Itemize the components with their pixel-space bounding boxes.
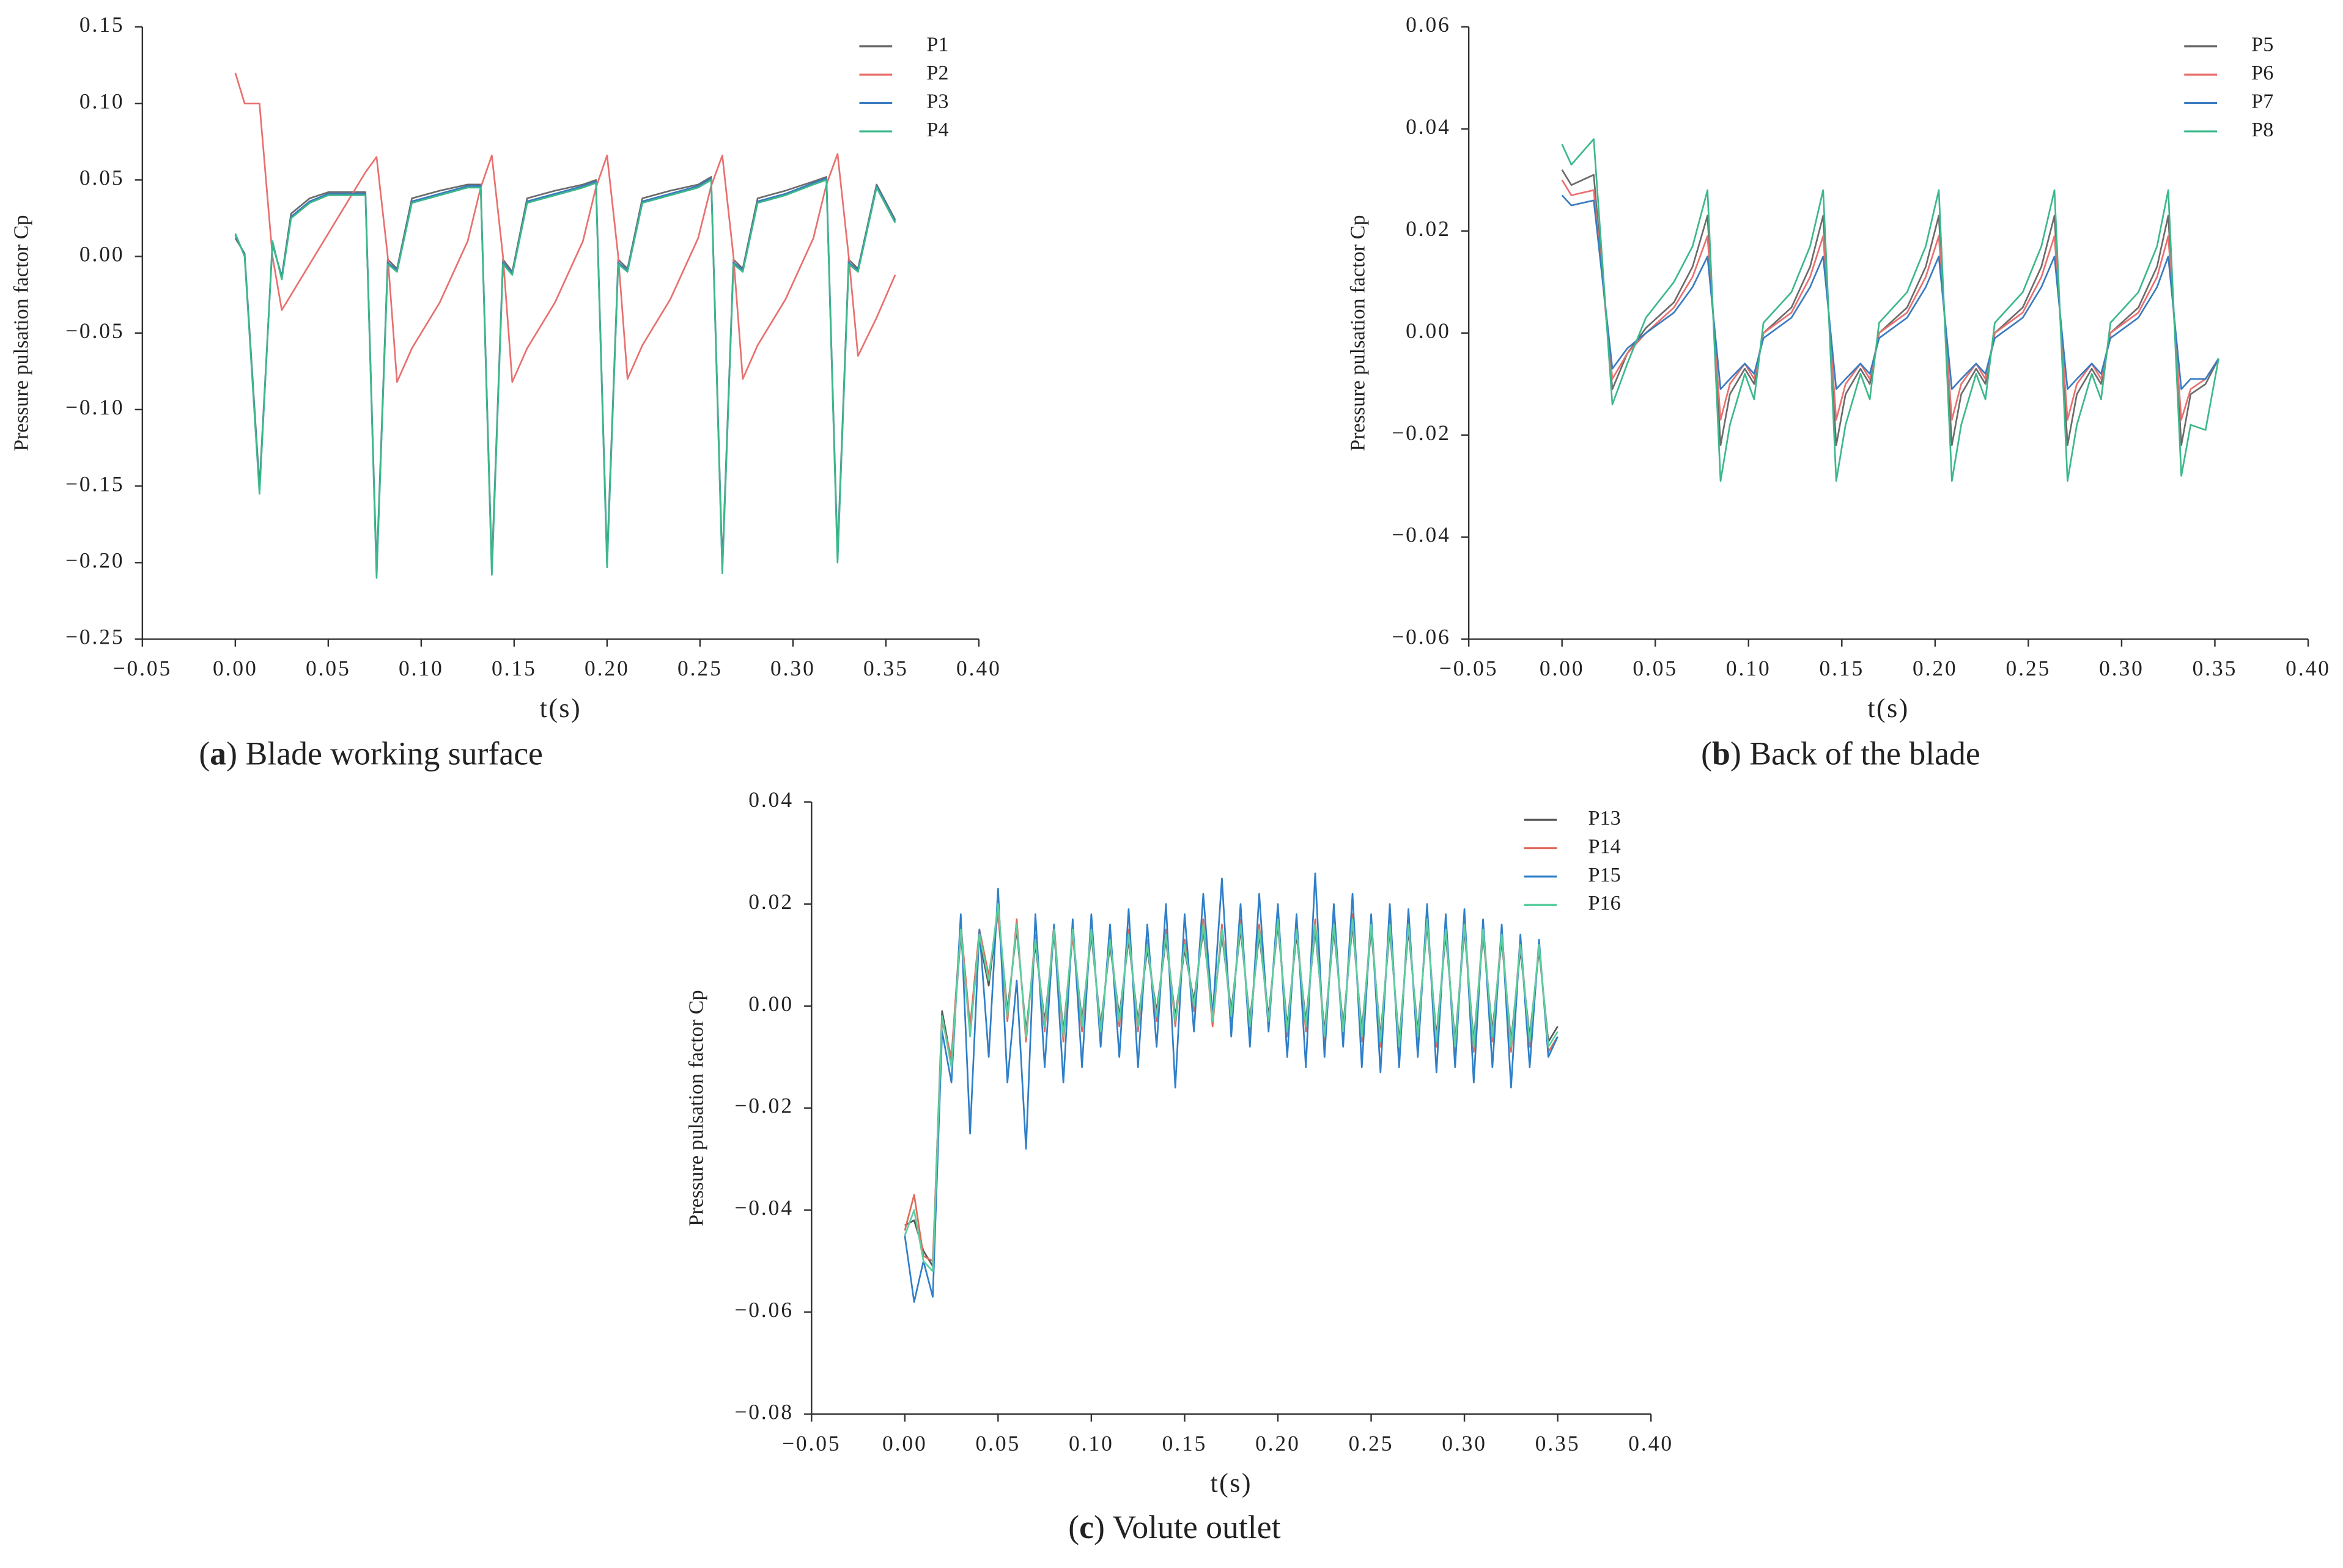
x-tick-label: 0.00 (1540, 656, 1585, 680)
y-tick-label: 0.00 (1406, 318, 1451, 343)
legend-label: P6 (2251, 62, 2273, 84)
y-tick-label: 0.04 (748, 787, 794, 812)
x-tick-label: 0.35 (1535, 1431, 1581, 1456)
legend-label: P3 (926, 90, 948, 112)
y-axis-label: Pressure pulsation factor Cp (10, 215, 32, 451)
series-line (234, 72, 896, 383)
legend-label: P8 (2251, 119, 2273, 141)
y-axis-label: Pressure pulsation factor Cp (1347, 215, 1370, 451)
caption-part: b (1712, 735, 1730, 772)
y-tick-label: 0.15 (79, 12, 125, 37)
legend-label: P4 (926, 119, 948, 141)
x-tick-label: −0.05 (782, 1431, 841, 1456)
series-line (234, 177, 896, 576)
series-line (234, 176, 896, 572)
x-tick-label: 0.25 (1349, 1431, 1394, 1456)
x-axis-label: t(s) (1211, 1468, 1252, 1498)
x-tick-label: 0.15 (492, 656, 537, 680)
y-axis-label: Pressure pulsation factor Cp (685, 990, 707, 1226)
legend-label: P2 (926, 62, 948, 84)
series-line (1561, 169, 2219, 446)
caption: (c) Volute outlet (1068, 1509, 1280, 1545)
x-axis-label: t(s) (1867, 693, 1909, 723)
caption-part: c (1079, 1509, 1094, 1545)
caption: (a) Blade working surface (199, 735, 543, 772)
series-line (234, 179, 896, 579)
x-tick-label: 0.20 (585, 656, 630, 680)
x-axis-label: t(s) (540, 693, 581, 723)
y-tick-label: 0.04 (1406, 114, 1451, 139)
y-tick-label: 0.00 (748, 992, 794, 1016)
x-tick-label: 0.35 (2193, 656, 2238, 680)
legend-label: P5 (2251, 34, 2273, 56)
x-tick-label: 0.25 (677, 656, 723, 680)
y-tick-label: −0.06 (734, 1298, 794, 1322)
x-tick-label: 0.10 (1069, 1431, 1114, 1456)
y-tick-label: −0.06 (1392, 625, 1451, 649)
caption-part: ( (1701, 735, 1712, 772)
legend-label: P1 (926, 34, 948, 56)
x-tick-label: 0.05 (1633, 656, 1678, 680)
x-tick-label: 0.00 (213, 656, 258, 680)
legend-label: P15 (1588, 864, 1621, 886)
x-tick-label: −0.05 (113, 656, 172, 680)
y-tick-label: 0.02 (748, 889, 794, 914)
caption-part: a (210, 735, 226, 772)
y-tick-label: −0.02 (734, 1094, 794, 1118)
x-tick-label: 0.10 (399, 656, 444, 680)
y-tick-label: 0.02 (1406, 216, 1451, 241)
x-tick-label: 0.30 (1442, 1431, 1487, 1456)
y-tick-label: −0.05 (65, 318, 125, 343)
caption-part: ( (199, 735, 210, 772)
y-tick-label: −0.15 (65, 471, 125, 496)
series-line (904, 903, 1559, 1273)
y-tick-label: −0.04 (734, 1196, 794, 1220)
legend-label: P16 (1588, 892, 1621, 915)
x-tick-label: 0.20 (1255, 1431, 1301, 1456)
caption-part: ) Volute outlet (1094, 1509, 1281, 1545)
x-tick-label: 0.05 (306, 656, 351, 680)
y-tick-label: 0.05 (79, 165, 125, 190)
y-tick-label: 0.06 (1406, 12, 1451, 37)
y-tick-label: 0.00 (79, 242, 125, 267)
y-tick-label: −0.08 (734, 1400, 794, 1424)
y-tick-label: 0.10 (79, 89, 125, 113)
caption-part: ) Blade working surface (226, 735, 543, 772)
series-line (1561, 138, 2219, 482)
x-tick-label: 0.10 (1726, 656, 1771, 680)
caption-part: ) Back of the blade (1730, 735, 1980, 772)
x-tick-label: 0.25 (2006, 656, 2051, 680)
x-tick-label: 0.40 (1628, 1431, 1673, 1456)
x-tick-label: 0.15 (1162, 1431, 1208, 1456)
x-tick-label: 0.40 (2286, 656, 2331, 680)
x-tick-label: 0.35 (863, 656, 909, 680)
x-tick-label: 0.15 (1819, 656, 1864, 680)
legend-label: P14 (1588, 835, 1621, 858)
x-tick-label: 0.40 (956, 656, 1002, 680)
x-tick-label: 0.20 (1913, 656, 1958, 680)
caption-part: ( (1068, 1509, 1079, 1545)
legend-label: P13 (1588, 807, 1621, 830)
caption: (b) Back of the blade (1701, 735, 1980, 772)
x-tick-label: 0.00 (882, 1431, 928, 1456)
legend-label: P7 (2251, 90, 2273, 112)
y-tick-label: −0.02 (1392, 421, 1451, 445)
x-tick-label: 0.30 (2099, 656, 2144, 680)
series-line (904, 872, 1559, 1303)
y-tick-label: −0.20 (65, 548, 125, 572)
x-tick-label: 0.05 (976, 1431, 1021, 1456)
series-line (1561, 194, 2219, 390)
x-tick-label: −0.05 (1439, 656, 1499, 680)
y-tick-label: −0.25 (65, 625, 125, 649)
y-tick-label: −0.04 (1392, 523, 1451, 547)
x-tick-label: 0.30 (770, 656, 816, 680)
y-tick-label: −0.10 (65, 395, 125, 419)
